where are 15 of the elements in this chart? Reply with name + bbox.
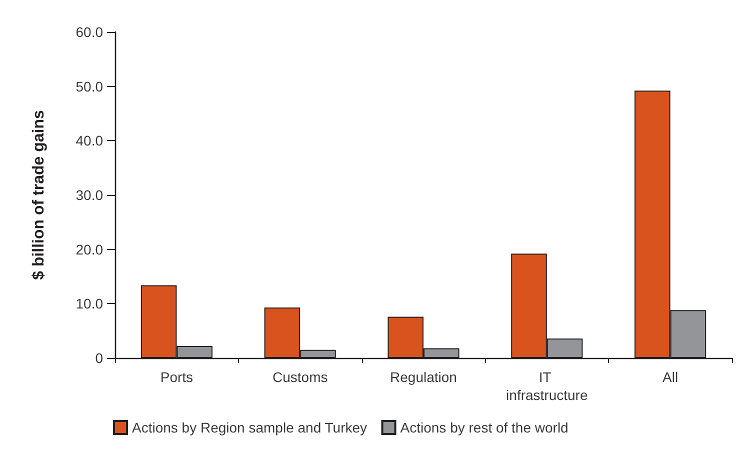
y-tick-label: 10.0	[76, 296, 104, 312]
x-tick-label: Regulation	[390, 369, 457, 385]
x-tick-label: Ports	[160, 369, 194, 385]
y-tick-label: 0	[95, 350, 104, 366]
y-tick-label: 40.0	[76, 132, 104, 149]
x-tick-label: IT infrastructure	[506, 369, 588, 403]
y-tick-label: 30.0	[76, 187, 104, 203]
x-tick-label: All	[662, 369, 678, 385]
y-tick-label: 60.0	[76, 24, 104, 40]
y-tick-label: 50.0	[76, 78, 104, 94]
x-tick-label: Customs	[272, 369, 328, 385]
legend-label: Actions by rest of the world	[400, 420, 568, 436]
y-tick-label: 20.0	[76, 241, 104, 258]
legend-label: Actions by Region sample and Turkey	[132, 420, 368, 436]
y-axis-title: $ billion of trade gains	[30, 110, 48, 280]
